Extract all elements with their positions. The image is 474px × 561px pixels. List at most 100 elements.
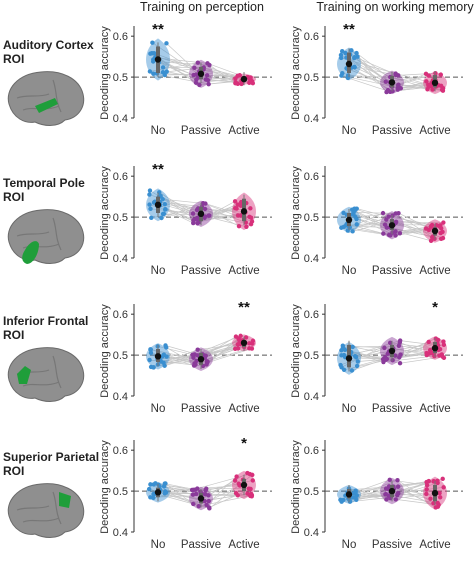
data-point: [441, 220, 446, 225]
data-point: [148, 347, 154, 352]
data-point: [244, 224, 249, 229]
data-point: [396, 343, 402, 348]
data-point: [147, 357, 152, 363]
data-point: [387, 477, 392, 483]
data-point: [424, 483, 430, 488]
data-point: [232, 478, 238, 483]
data-point: [439, 87, 445, 92]
data-point: [195, 347, 200, 352]
data-point: [204, 73, 210, 78]
data-point: [354, 50, 359, 56]
data-point: [239, 81, 244, 87]
data-point: [197, 82, 202, 88]
y-axis-label: Decoding accuracy: [290, 166, 302, 260]
data-point: [190, 352, 195, 357]
data-point: [426, 478, 431, 484]
data-point: [424, 79, 429, 84]
data-point: [429, 222, 435, 228]
data-point: [153, 481, 158, 486]
data-point: [160, 70, 166, 75]
data-point: [205, 61, 210, 66]
roi-auditory-cortex: Auditory Cortex ROI: [3, 38, 123, 132]
roi-temporal-pole: Temporal Pole ROI: [3, 176, 123, 272]
data-point: [160, 197, 165, 202]
data-point: [235, 73, 240, 78]
y-tick-label: 0.6: [304, 445, 319, 457]
x-tick-label: Active: [228, 403, 259, 415]
data-point: [193, 80, 199, 85]
data-point: [247, 79, 253, 84]
data-point: [349, 368, 355, 373]
y-tick-label: 0.4: [304, 527, 319, 539]
y-axis-label: Decoding accuracy: [99, 440, 111, 534]
data-point: [248, 493, 253, 499]
significance-marker: *: [432, 299, 438, 316]
data-point: [191, 363, 197, 368]
data-point: [338, 52, 344, 58]
data-point: [438, 236, 444, 242]
data-point: [380, 210, 386, 216]
y-tick-label: 0.6: [113, 445, 128, 457]
data-point: [162, 491, 167, 496]
data-point: [339, 49, 345, 54]
data-point: [191, 501, 196, 507]
median-marker: [388, 79, 396, 86]
data-point: [191, 487, 196, 493]
data-point: [147, 69, 153, 74]
data-point: [439, 352, 445, 357]
data-point: [438, 72, 444, 77]
data-point: [340, 345, 346, 350]
data-point: [435, 337, 441, 343]
median-marker: [388, 487, 396, 495]
data-point: [435, 504, 441, 509]
data-point: [382, 222, 388, 227]
data-point: [383, 79, 388, 84]
roi-label: Inferior Frontal ROI: [3, 314, 89, 342]
data-point: [440, 476, 445, 482]
data-point: [338, 362, 343, 368]
x-tick-label: Passive: [181, 403, 221, 415]
data-point: [236, 481, 241, 487]
data-point: [150, 40, 155, 45]
data-point: [423, 71, 429, 77]
data-point: [341, 210, 346, 216]
data-point: [206, 505, 212, 510]
x-tick-label: Passive: [372, 539, 412, 551]
x-tick-label: Passive: [181, 265, 221, 277]
data-point: [397, 355, 402, 360]
median-marker: [431, 227, 439, 235]
y-tick-label: 0.5: [113, 350, 128, 362]
x-tick-label: No: [151, 539, 166, 551]
data-point: [352, 206, 357, 211]
x-tick-label: Passive: [372, 125, 412, 137]
y-tick-label: 0.5: [304, 72, 319, 84]
x-tick-label: Active: [419, 539, 450, 551]
y-tick-label: 0.4: [304, 391, 319, 403]
y-tick-label: 0.5: [304, 350, 319, 362]
data-point: [164, 69, 169, 74]
y-tick-label: 0.6: [113, 171, 128, 183]
data-point: [234, 206, 239, 211]
data-point: [390, 213, 395, 218]
data-point: [393, 353, 398, 358]
data-point: [191, 218, 196, 223]
data-point: [243, 220, 249, 225]
data-point: [441, 485, 446, 490]
data-point: [385, 351, 390, 357]
data-point: [148, 495, 153, 500]
data-point: [147, 202, 152, 207]
y-tick-label: 0.4: [113, 253, 128, 265]
y-tick-label: 0.5: [113, 486, 128, 498]
data-point: [161, 352, 167, 357]
data-point: [353, 494, 358, 500]
data-point: [247, 76, 253, 81]
data-point: [350, 229, 355, 234]
data-point: [440, 229, 445, 235]
roi-label: Superior Parietal ROI: [3, 450, 100, 478]
data-point: [248, 486, 253, 492]
x-tick-label: No: [342, 125, 357, 137]
data-point: [438, 223, 443, 228]
data-point: [437, 490, 442, 496]
